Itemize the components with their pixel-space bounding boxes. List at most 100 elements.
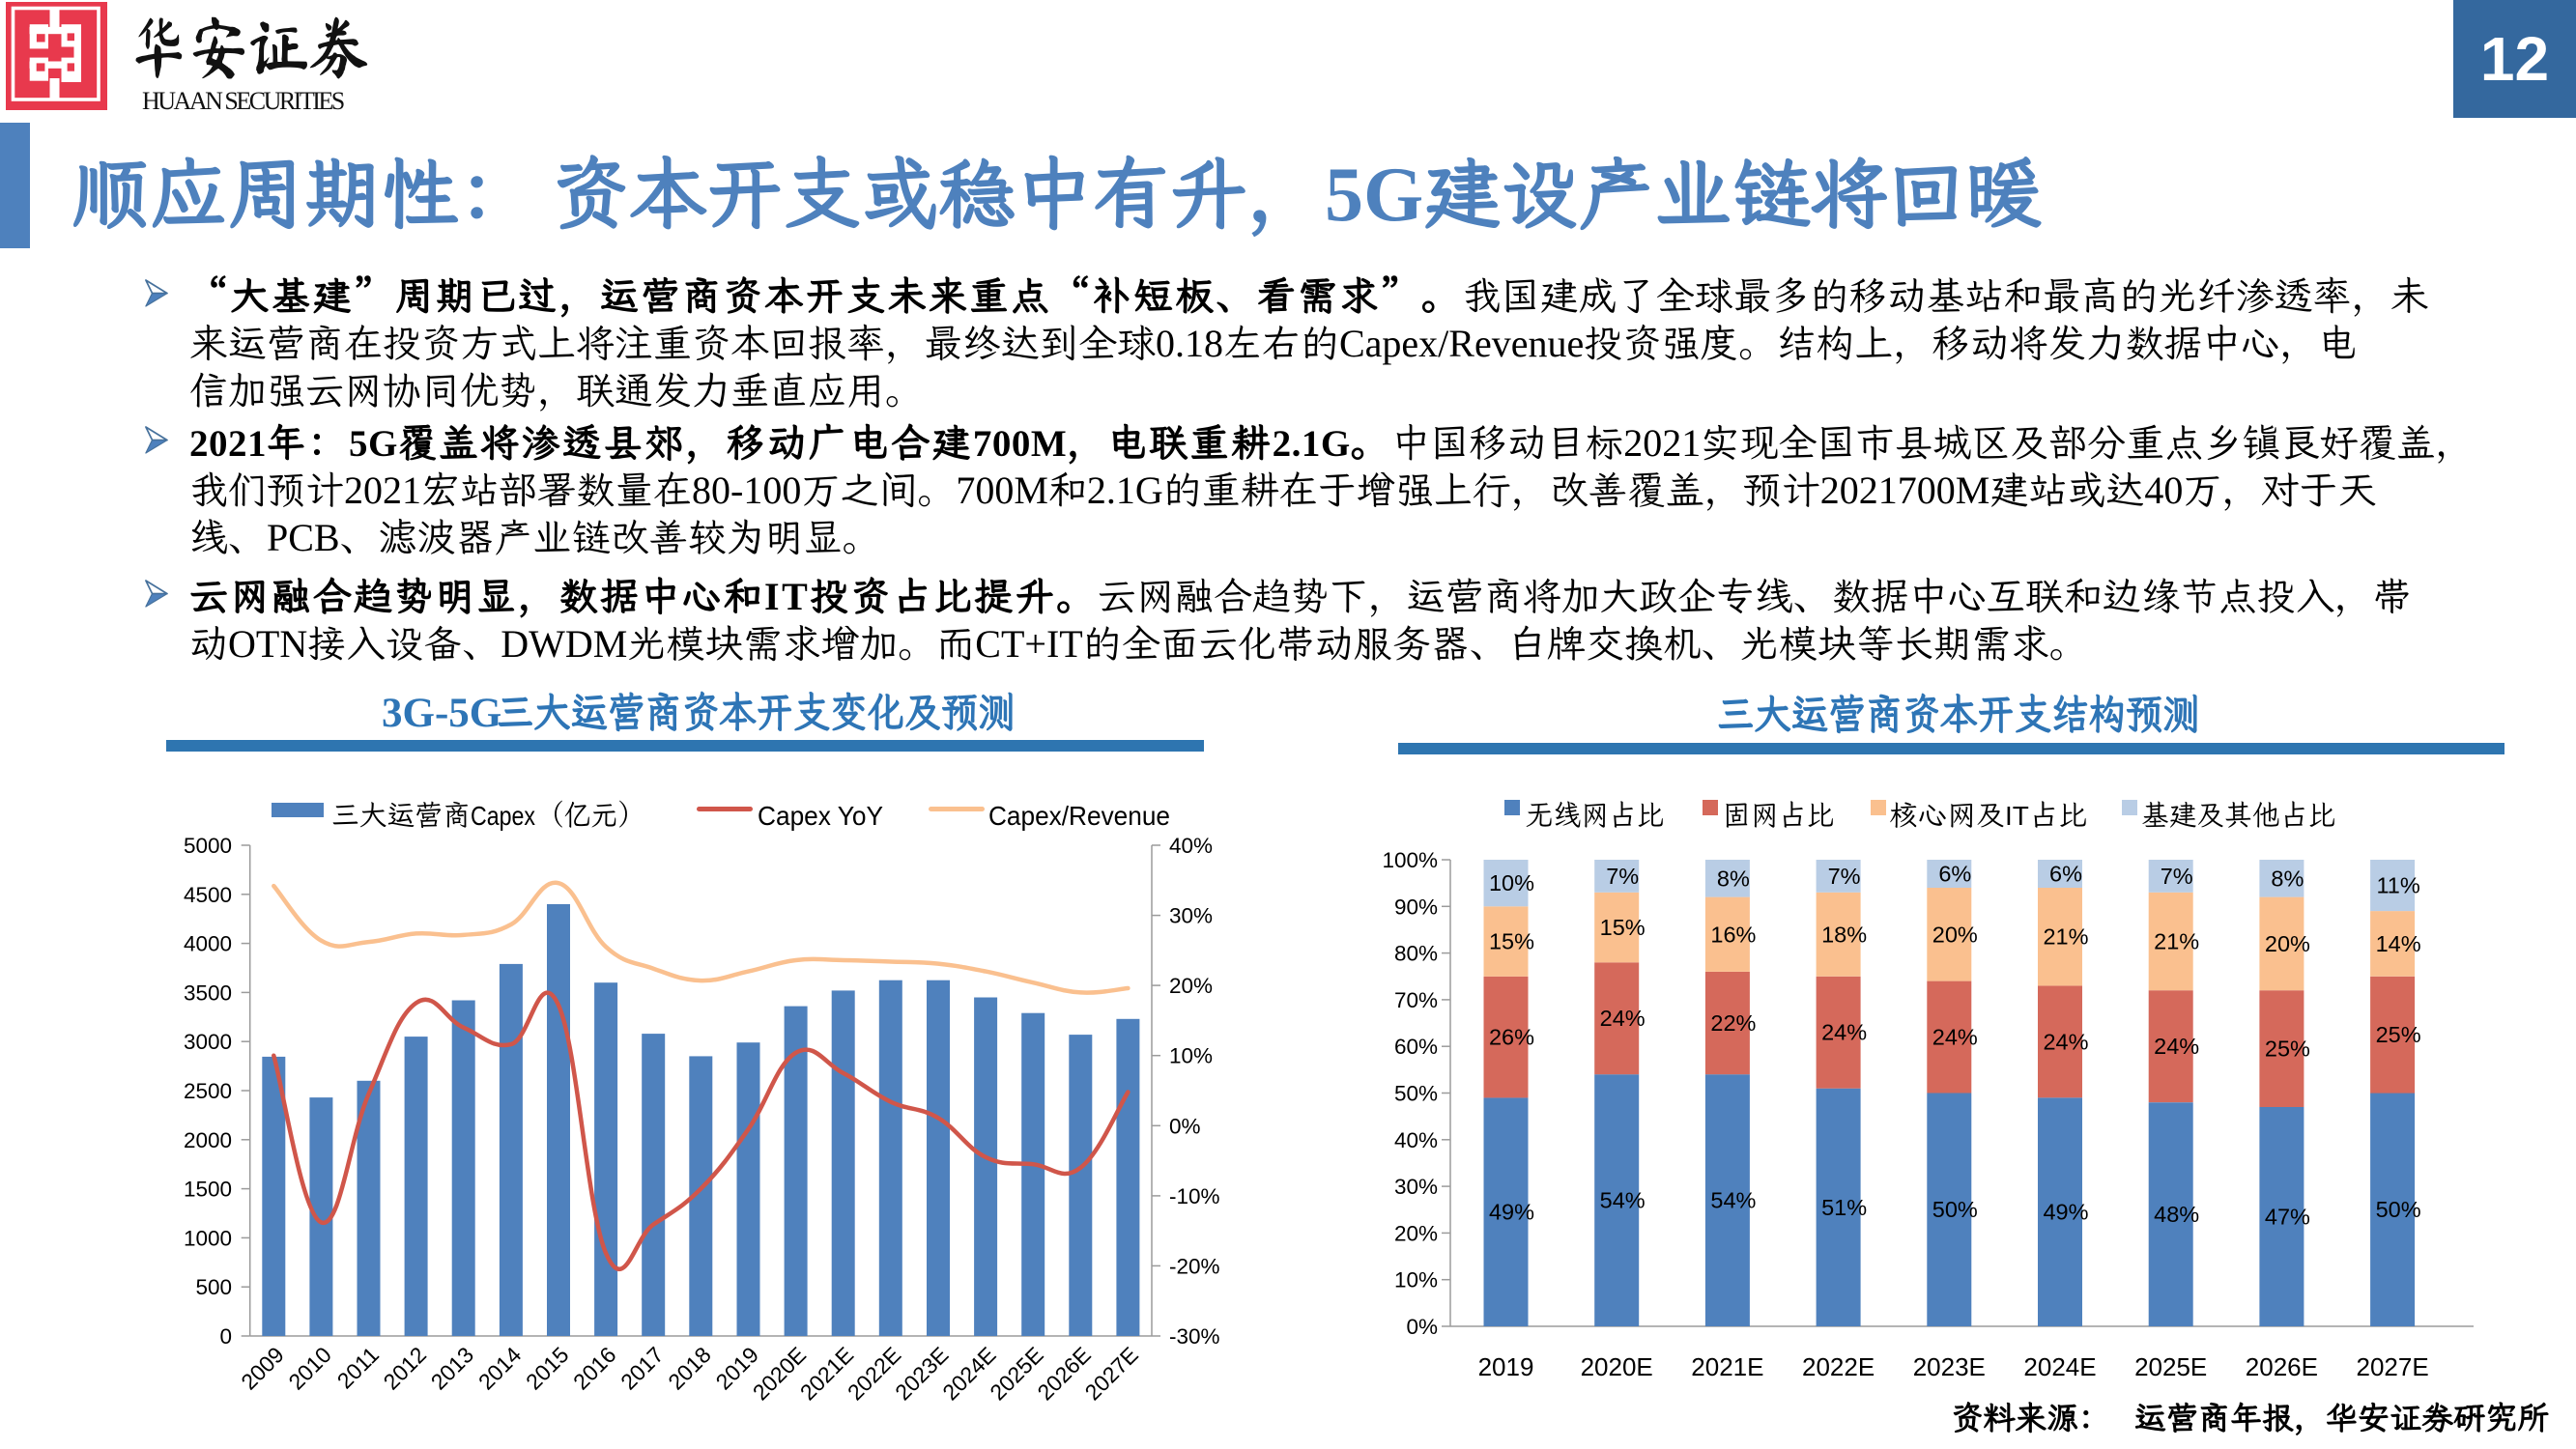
svg-text:8%: 8% xyxy=(1717,866,1750,891)
svg-text:3500: 3500 xyxy=(184,980,232,1005)
svg-text:15%: 15% xyxy=(1489,929,1534,954)
svg-text:7%: 7% xyxy=(1606,864,1639,889)
svg-text:500: 500 xyxy=(195,1275,232,1299)
svg-text:2015: 2015 xyxy=(521,1342,574,1395)
svg-text:-20%: -20% xyxy=(1169,1254,1220,1278)
svg-text:54%: 54% xyxy=(1600,1188,1646,1213)
svg-text:25%: 25% xyxy=(2265,1037,2310,1062)
svg-text:7%: 7% xyxy=(1828,864,1861,889)
svg-text:2009: 2009 xyxy=(236,1342,289,1395)
svg-text:24%: 24% xyxy=(1821,1020,1867,1045)
svg-text:2016: 2016 xyxy=(568,1342,621,1395)
svg-text:30%: 30% xyxy=(1394,1175,1438,1199)
svg-text:三大运营商资本开支结构预测: 三大运营商资本开支结构预测 xyxy=(1717,682,2200,741)
svg-text:2024E: 2024E xyxy=(2023,1352,2096,1381)
svg-text:10%: 10% xyxy=(1489,870,1534,895)
svg-text:2025E: 2025E xyxy=(2134,1352,2207,1381)
svg-text:24%: 24% xyxy=(1600,1006,1646,1031)
svg-text:5000: 5000 xyxy=(184,834,232,858)
svg-text:2022E: 2022E xyxy=(1802,1352,1875,1381)
svg-text:50%: 50% xyxy=(1932,1197,1978,1222)
svg-text:2018: 2018 xyxy=(663,1342,716,1395)
svg-text:2026E: 2026E xyxy=(1032,1342,1095,1405)
svg-text:2024E: 2024E xyxy=(937,1342,1000,1405)
svg-text:80%: 80% xyxy=(1394,942,1438,966)
svg-text:-10%: -10% xyxy=(1169,1184,1220,1208)
svg-text:2017: 2017 xyxy=(615,1342,669,1395)
svg-text:0%: 0% xyxy=(1406,1315,1438,1339)
svg-text:18%: 18% xyxy=(1821,922,1867,947)
svg-text:6%: 6% xyxy=(2049,862,2082,887)
svg-text:-30%: -30% xyxy=(1169,1324,1220,1349)
svg-text:固网占比: 固网占比 xyxy=(1723,791,1834,834)
svg-text:49%: 49% xyxy=(1489,1200,1534,1225)
svg-text:2020E: 2020E xyxy=(1581,1352,1653,1381)
svg-text:2012: 2012 xyxy=(379,1342,432,1395)
svg-text:2023E: 2023E xyxy=(890,1342,953,1405)
svg-text:40%: 40% xyxy=(1394,1128,1438,1152)
svg-text:21%: 21% xyxy=(2154,929,2199,954)
svg-text:49%: 49% xyxy=(2043,1200,2088,1225)
svg-text:2020E: 2020E xyxy=(748,1342,811,1405)
svg-text:2026E: 2026E xyxy=(2246,1352,2318,1381)
svg-text:16%: 16% xyxy=(1710,922,1756,947)
svg-text:三大运营商资本开支变化及预测: 三大运营商资本开支变化及预测 xyxy=(497,680,1016,739)
svg-text:2000: 2000 xyxy=(184,1128,232,1152)
svg-text:2023E: 2023E xyxy=(1913,1352,1986,1381)
svg-text:10%: 10% xyxy=(1169,1044,1213,1068)
svg-text:20%: 20% xyxy=(1394,1221,1438,1245)
svg-text:2025E: 2025E xyxy=(985,1342,1047,1405)
svg-text:4000: 4000 xyxy=(184,932,232,956)
svg-text:11%: 11% xyxy=(2376,873,2419,898)
svg-text:0%: 0% xyxy=(1169,1114,1201,1138)
svg-text:6%: 6% xyxy=(1938,862,1971,887)
svg-text:20%: 20% xyxy=(2265,931,2310,956)
svg-text:2013: 2013 xyxy=(426,1342,479,1395)
svg-text:Capex: Capex xyxy=(471,801,535,831)
svg-text:54%: 54% xyxy=(1710,1188,1756,1213)
svg-text:25%: 25% xyxy=(2376,1022,2421,1047)
svg-text:2027E: 2027E xyxy=(1080,1342,1143,1405)
svg-text:20%: 20% xyxy=(1169,974,1213,998)
svg-text:50%: 50% xyxy=(2376,1197,2421,1222)
svg-text:10%: 10% xyxy=(1394,1268,1438,1293)
svg-text:1000: 1000 xyxy=(184,1226,232,1250)
svg-text:2014: 2014 xyxy=(473,1342,527,1395)
svg-text:基建及其他占比: 基建及其他占比 xyxy=(2141,791,2335,834)
svg-text:14%: 14% xyxy=(2376,931,2421,956)
svg-text:21%: 21% xyxy=(2043,924,2088,950)
svg-text:48%: 48% xyxy=(2154,1202,2199,1227)
svg-text:24%: 24% xyxy=(2154,1034,2199,1059)
svg-text:51%: 51% xyxy=(1821,1195,1867,1220)
svg-text:2021E: 2021E xyxy=(795,1342,858,1405)
svg-text:2010: 2010 xyxy=(283,1342,336,1395)
svg-text:0: 0 xyxy=(219,1324,232,1349)
svg-text:1500: 1500 xyxy=(184,1178,232,1202)
svg-text:3G-5G: 3G-5G xyxy=(382,691,501,736)
svg-text:30%: 30% xyxy=(1169,904,1213,928)
svg-text:60%: 60% xyxy=(1394,1035,1438,1059)
svg-text:核心网及IT占比: 核心网及IT占比 xyxy=(1889,791,2087,834)
svg-text:7%: 7% xyxy=(2161,864,2193,889)
svg-text:90%: 90% xyxy=(1394,895,1438,919)
svg-text:2022E: 2022E xyxy=(843,1342,905,1405)
svg-text:24%: 24% xyxy=(1932,1025,1978,1050)
svg-text:（亿元）: （亿元） xyxy=(537,791,644,834)
svg-text:2011: 2011 xyxy=(332,1342,384,1393)
svg-text:70%: 70% xyxy=(1394,988,1438,1012)
svg-text:2021E: 2021E xyxy=(1691,1352,1763,1381)
svg-text:无线网占比: 无线网占比 xyxy=(1526,791,1664,834)
svg-text:47%: 47% xyxy=(2265,1205,2310,1230)
svg-text:2027E: 2027E xyxy=(2357,1352,2429,1381)
svg-text:100%: 100% xyxy=(1382,848,1438,872)
svg-text:4500: 4500 xyxy=(184,883,232,907)
svg-text:2500: 2500 xyxy=(184,1079,232,1103)
svg-text:24%: 24% xyxy=(2043,1029,2088,1054)
svg-text:Capex/Revenue: Capex/Revenue xyxy=(988,801,1170,831)
svg-text:22%: 22% xyxy=(1710,1010,1756,1036)
svg-text:26%: 26% xyxy=(1489,1025,1534,1050)
svg-text:Capex YoY: Capex YoY xyxy=(758,801,883,831)
svg-text:50%: 50% xyxy=(1394,1082,1438,1106)
svg-text:20%: 20% xyxy=(1932,922,1978,947)
svg-text:40%: 40% xyxy=(1169,834,1213,858)
